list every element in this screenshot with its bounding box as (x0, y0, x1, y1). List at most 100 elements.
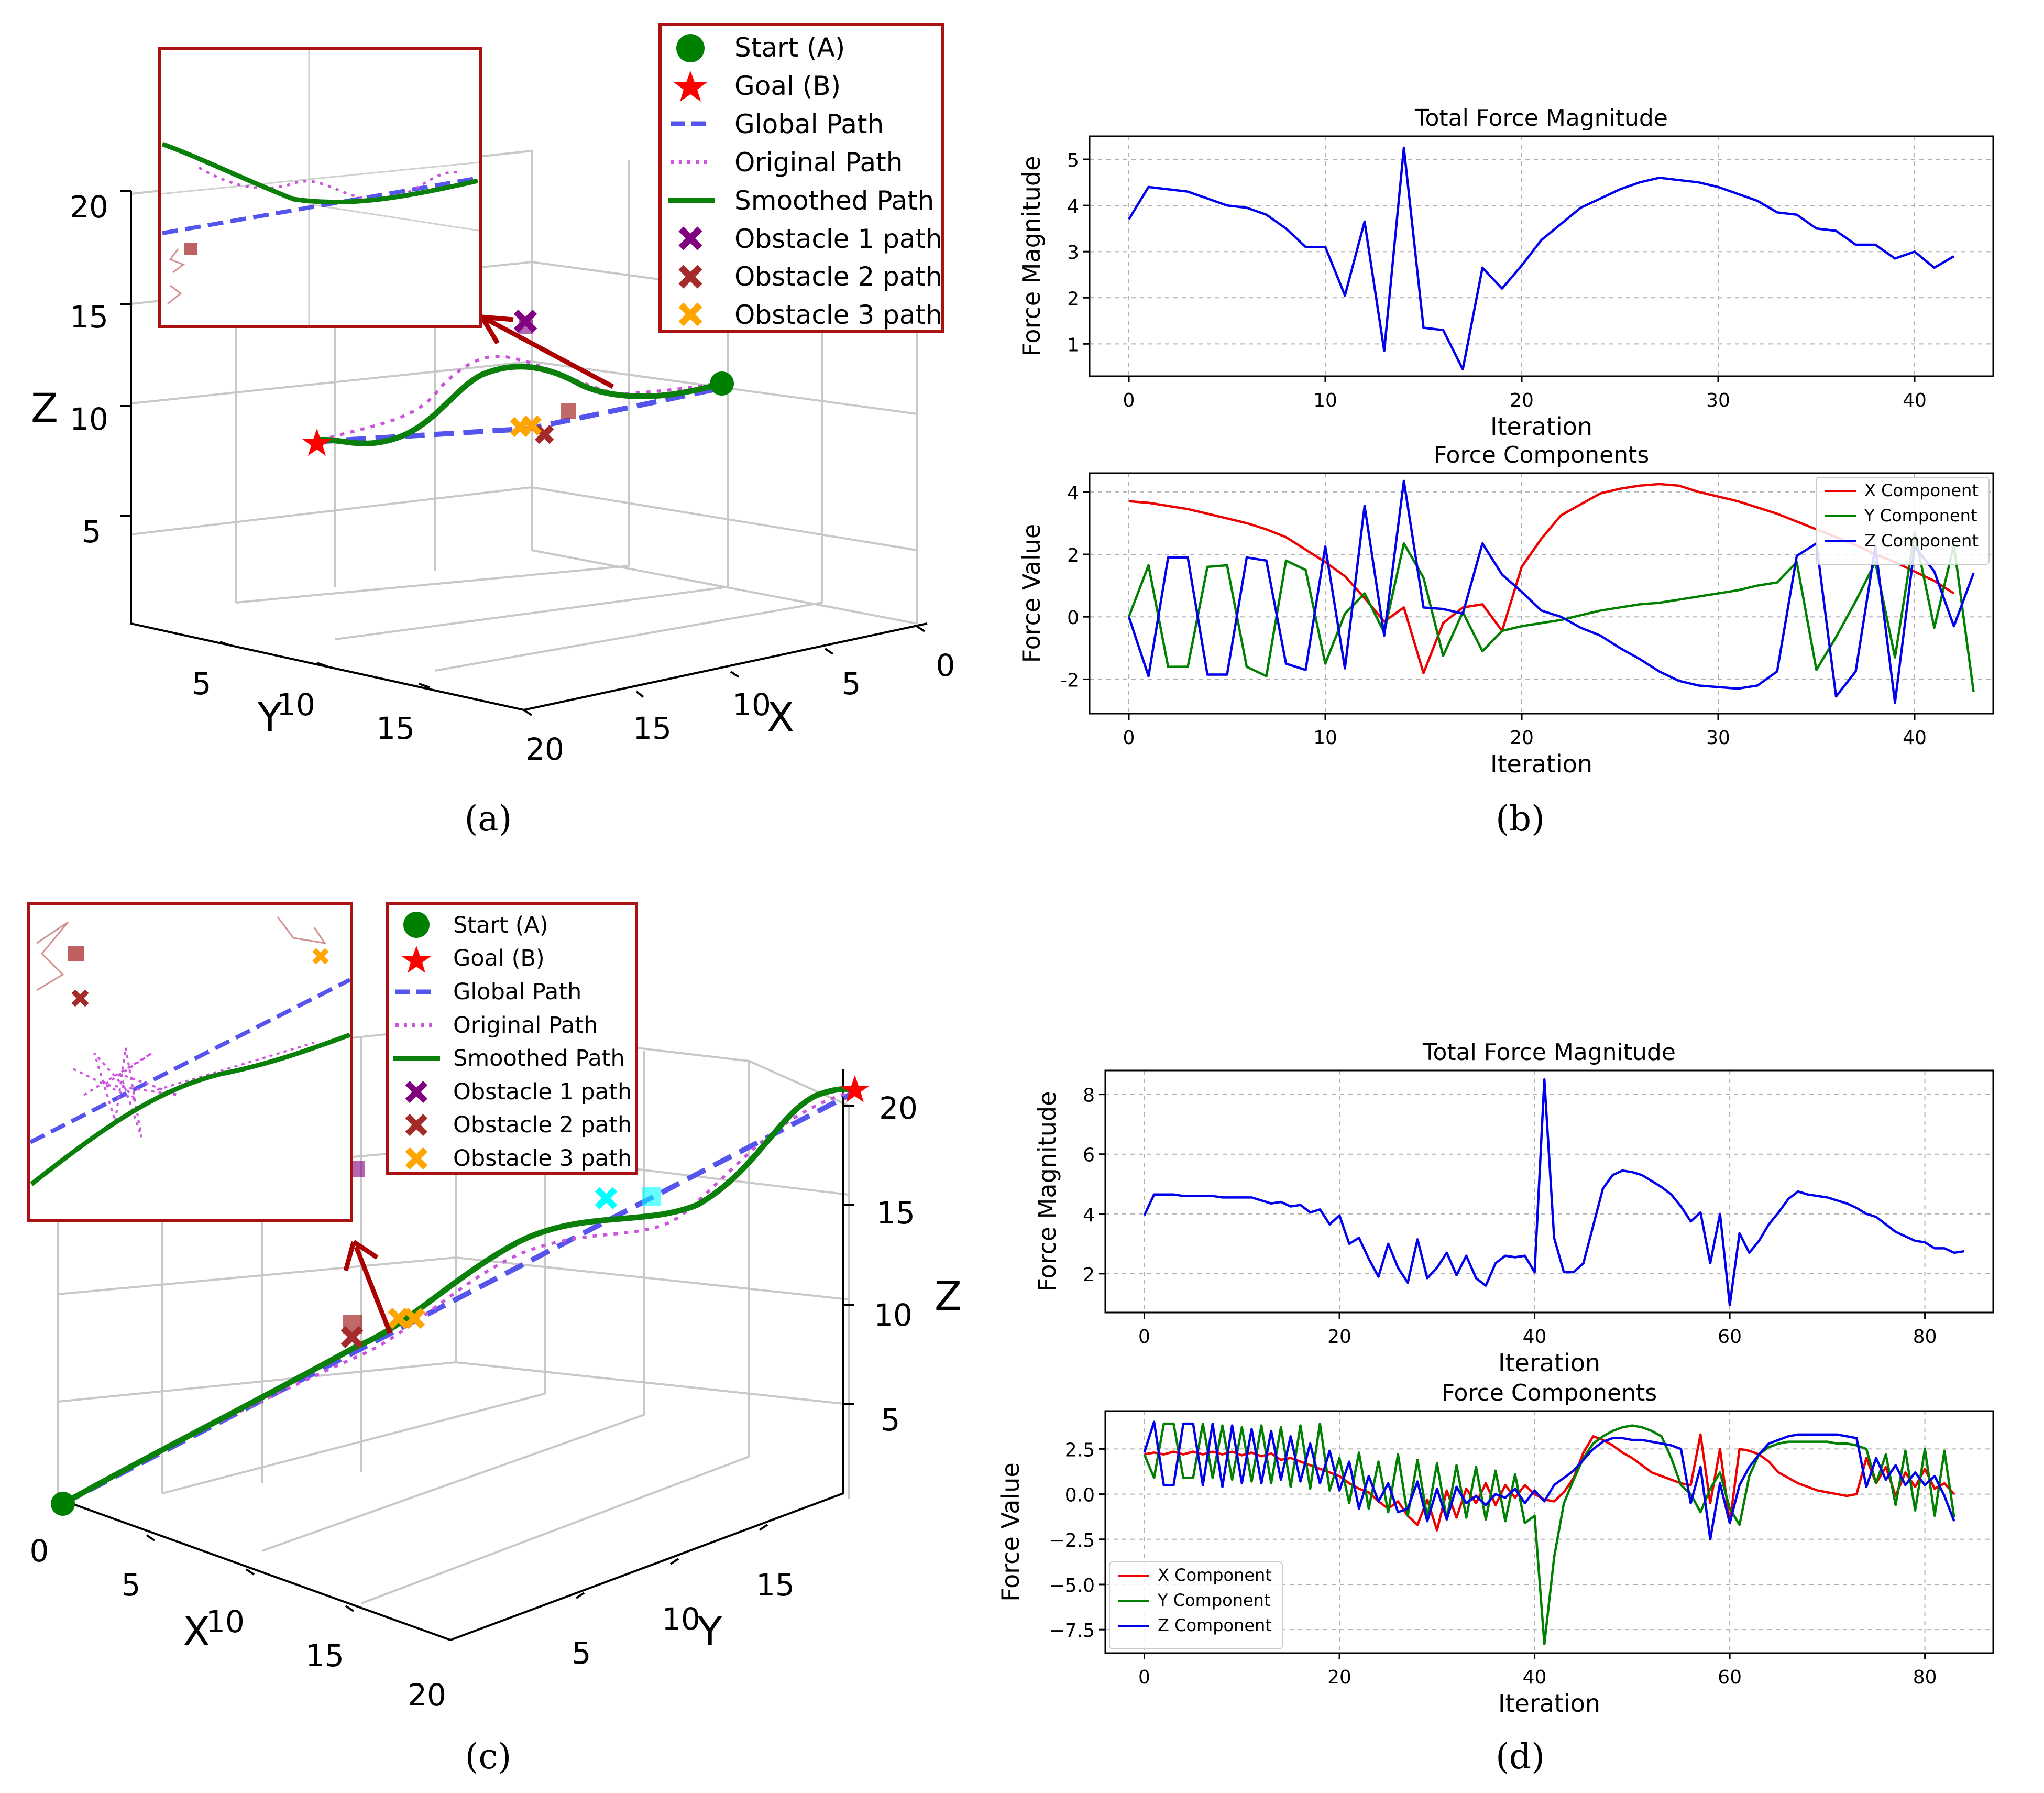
d-comp-series-z-component-line (1143, 1420, 1955, 1541)
a-legend-start: Start (A) (734, 32, 845, 63)
a-ytick-15: 15 (376, 710, 415, 746)
b-comp-xtick-label: 40 (1903, 727, 1927, 749)
a-xtick-10: 10 (732, 687, 771, 723)
c-ztick-5: 5 (881, 1402, 900, 1438)
b-mag-xtick-label: 30 (1706, 390, 1730, 411)
c-ztick-10: 10 (874, 1297, 913, 1333)
a-legend-global: Global Path (734, 109, 884, 139)
a-ytick-20: 20 (525, 731, 564, 767)
a-legend-original: Original Path (734, 147, 903, 178)
d-comp-xtick-label: 80 (1913, 1667, 1937, 1688)
a-zoom-inset (158, 47, 482, 328)
a-goal-marker (302, 429, 332, 456)
a-zlabel: Z (31, 385, 58, 431)
c-xtick-5: 5 (122, 1567, 141, 1603)
a-original-path (329, 355, 723, 439)
caption-a: (a) (465, 799, 512, 839)
b-mag-xtick-label: 20 (1510, 390, 1534, 411)
c-ztick-20: 20 (879, 1090, 918, 1126)
b-comp-plot-frame (1089, 472, 1994, 715)
d-comp-legend-label: Z Component (1158, 1615, 1272, 1635)
d-mag-ytick-label: 8 (1083, 1085, 1095, 1107)
b-mag-xtick-label: 0 (1123, 390, 1135, 411)
d-mag-xtick-label: 40 (1523, 1326, 1547, 1348)
d-mag-title: Total Force Magnitude (1422, 1039, 1676, 1066)
a-legend-goal: Goal (B) (734, 71, 841, 101)
d-mag-plot-frame (1104, 1069, 1994, 1314)
b-comp-xtick-label: 30 (1706, 727, 1730, 749)
a-legend: Start (A) Goal (B) Global Path Original … (658, 23, 944, 333)
a-xtick-5: 5 (842, 666, 861, 702)
d-comp-ytick-label: −2.5 (1049, 1530, 1095, 1551)
panel-a-3d-plot: 20 15 10 5 5 10 15 20 15 10 5 0 Z Y X (31, 23, 955, 839)
d-comp-legend-box (1109, 1561, 1283, 1649)
c-ylabel: Y (697, 1608, 722, 1655)
d-comp-xtick-label: 0 (1138, 1667, 1150, 1688)
d-mag-xtick-label: 20 (1327, 1326, 1351, 1348)
c-ytick-5: 5 (572, 1635, 591, 1671)
b-comp-ytick-label: 0 (1067, 607, 1079, 629)
b-mag-ytick-label: 2 (1067, 288, 1079, 310)
c-legend-obs3: Obstacle 3 path (453, 1145, 632, 1172)
c-xtick-0: 0 (30, 1533, 49, 1569)
c-xtick-15: 15 (305, 1638, 344, 1674)
caption-b: (b) (1496, 799, 1545, 839)
b-mag-ytick-label: 4 (1067, 196, 1079, 217)
b-components-chart: 0 10 20 30 40 -2 0 2 4 Force Components Iteration F… (1017, 442, 1994, 778)
d-comp-xtick-label: 60 (1718, 1667, 1742, 1688)
b-comp-title: Force Components (1434, 442, 1649, 468)
b-comp-legend-label: X Component (1864, 480, 1979, 500)
b-comp-legend: X Component Y Component Z Component (1816, 477, 1990, 565)
a-start-marker (710, 371, 734, 396)
a-xtick-15: 15 (633, 710, 672, 746)
c-legend: Start (A) Goal (B) Global Path Original … (386, 902, 638, 1175)
d-comp-ytick-label: 0.0 (1065, 1485, 1095, 1506)
b-comp-series-z-component-line (1127, 479, 1975, 704)
c-legend-original: Original Path (453, 1012, 598, 1038)
b-mag-title: Total Force Magnitude (1414, 105, 1668, 132)
b-mag-series-magnitude-line (1128, 146, 1955, 371)
d-comp-ytick-label: 2.5 (1065, 1439, 1095, 1461)
c-legend-goal: Goal (B) (453, 945, 545, 971)
d-mag-xtick-label: 80 (1913, 1326, 1937, 1348)
d-comp-plot-frame (1104, 1410, 1994, 1654)
d-mag-xtick-label: 60 (1718, 1326, 1742, 1348)
b-mag-ytick-label: 1 (1067, 334, 1079, 356)
b-mag-ytick-label: 3 (1067, 242, 1079, 264)
c-legend-start: Start (A) (453, 912, 548, 938)
d-comp-ytick-label: −7.5 (1049, 1620, 1095, 1642)
a-legend-obs2: Obstacle 2 path (734, 261, 942, 292)
caption-c: (c) (465, 1736, 511, 1777)
b-magnitude-chart: 0 10 20 30 40 1 2 3 4 5 Total Force Magnitude Itera… (1017, 105, 1994, 441)
b-mag-xtick-label: 40 (1903, 390, 1927, 411)
a-xtick-0: 0 (936, 648, 955, 683)
panel-c-3d-plot: 0 5 10 15 20 5 10 15 20 15 10 5 X Y Z (27, 902, 962, 1777)
b-comp-xtick-label: 0 (1123, 727, 1135, 749)
d-comp-legend: X Component Y Component Z Component (1109, 1561, 1283, 1649)
d-mag-xtick-label: 0 (1138, 1326, 1150, 1348)
c-ytick-15: 15 (756, 1567, 795, 1603)
b-comp-series-y-component-line (1127, 531, 1975, 692)
b-mag-ytick-label: 5 (1067, 150, 1079, 171)
d-mag-series-magnitude-line (1143, 1078, 1964, 1306)
d-comp-series-y-component-line (1143, 1422, 1955, 1646)
b-comp-legend-label: Y Component (1864, 506, 1977, 526)
d-comp-xtick-label: 40 (1523, 1667, 1547, 1688)
c-ytick-10: 10 (662, 1601, 700, 1637)
c-legend-obs2: Obstacle 2 path (453, 1112, 632, 1138)
c-original-path (62, 1088, 860, 1505)
b-comp-ytick-label: 4 (1067, 483, 1079, 504)
b-comp-legend-box (1816, 477, 1990, 565)
c-ztick-15: 15 (876, 1195, 915, 1231)
d-comp-legend-label: Y Component (1157, 1590, 1271, 1610)
c-xtick-10: 10 (206, 1604, 245, 1639)
d-mag-xlabel: Iteration (1498, 1349, 1600, 1377)
d-comp-ylabel: Force Value (996, 1462, 1025, 1601)
b-comp-xtick-label: 20 (1510, 727, 1534, 749)
c-goal-marker (840, 1075, 870, 1102)
b-comp-ylabel: Force Value (1017, 524, 1046, 663)
b-comp-ytick-label: 2 (1067, 545, 1079, 566)
b-comp-xlabel: Iteration (1490, 750, 1592, 778)
a-ztick-20: 20 (70, 189, 108, 225)
